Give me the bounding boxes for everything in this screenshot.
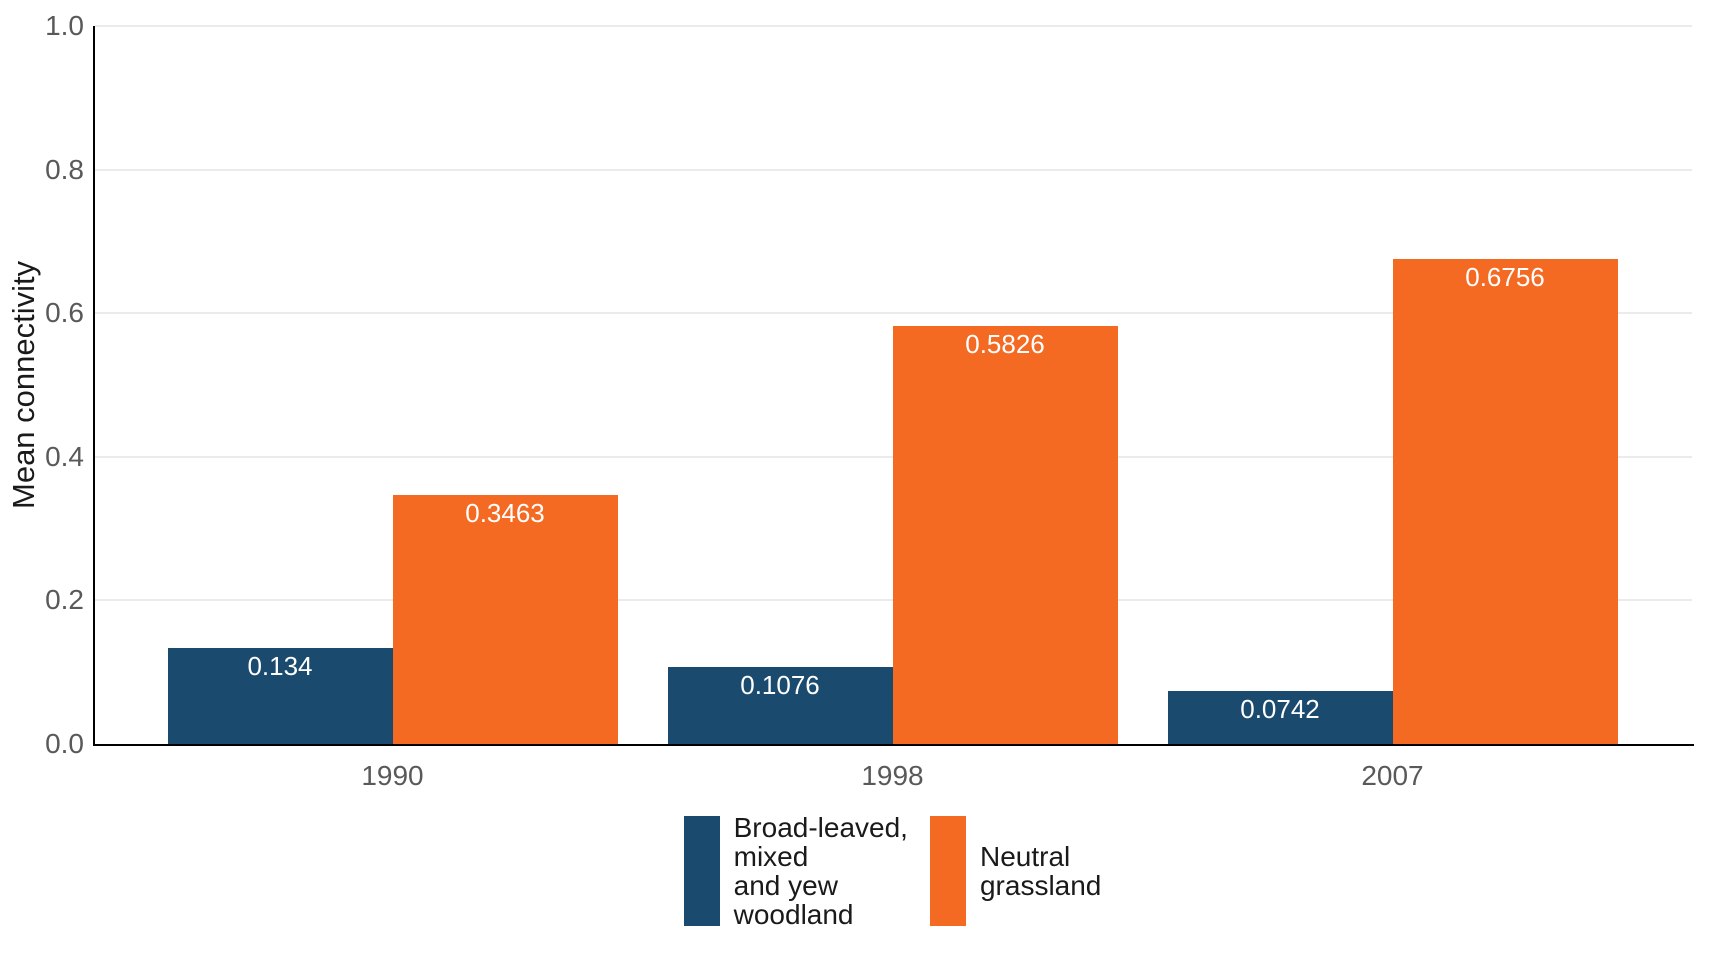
legend: Broad-leaved, mixed and yew woodland Neut…	[93, 813, 1692, 929]
gridline	[95, 25, 1692, 27]
y-tick-label: 0.8	[45, 153, 84, 185]
bar-value-label: 0.1076	[740, 669, 820, 700]
gridline	[95, 312, 1692, 315]
bar-1998-series-1	[892, 325, 1118, 744]
y-axis-title: Mean connectivity	[6, 260, 41, 510]
y-tick-label: 0.6	[45, 297, 84, 329]
bar-value-label: 0.6756	[1465, 261, 1545, 292]
bar-1990-series-0	[167, 647, 393, 744]
plot-area	[93, 26, 1694, 746]
bar-1990-series-1	[392, 495, 618, 744]
bar-value-label: 0.5826	[965, 328, 1045, 359]
y-tick-label: 0.4	[45, 440, 84, 472]
bar-2007-series-0	[1167, 690, 1393, 744]
bar-value-label: 0.3463	[465, 498, 545, 529]
legend-swatch	[683, 816, 720, 926]
gridline	[95, 168, 1692, 171]
bar-2007-series-1	[1392, 258, 1618, 744]
legend-label: Broad-leaved, mixed and yew woodland	[733, 812, 908, 930]
y-tick-label: 1.0	[45, 10, 84, 41]
legend-label: Neutral grassland	[979, 841, 1102, 901]
y-tick-label: 0.2	[45, 584, 84, 616]
x-tick-label: 1998	[861, 760, 924, 791]
legend-item-series-0: Broad-leaved, mixed and yew woodland	[683, 812, 908, 930]
x-tick-label: 2007	[1361, 760, 1424, 791]
bar-value-label: 0.134	[247, 650, 313, 681]
bar-1998-series-0	[667, 666, 893, 744]
y-tick-label: 0.0	[45, 728, 84, 759]
legend-item-series-1: Neutral grassland	[929, 816, 1102, 926]
legend-swatch	[929, 816, 966, 926]
x-tick-label: 1990	[361, 760, 424, 791]
bar-value-label: 0.0742	[1240, 693, 1320, 724]
